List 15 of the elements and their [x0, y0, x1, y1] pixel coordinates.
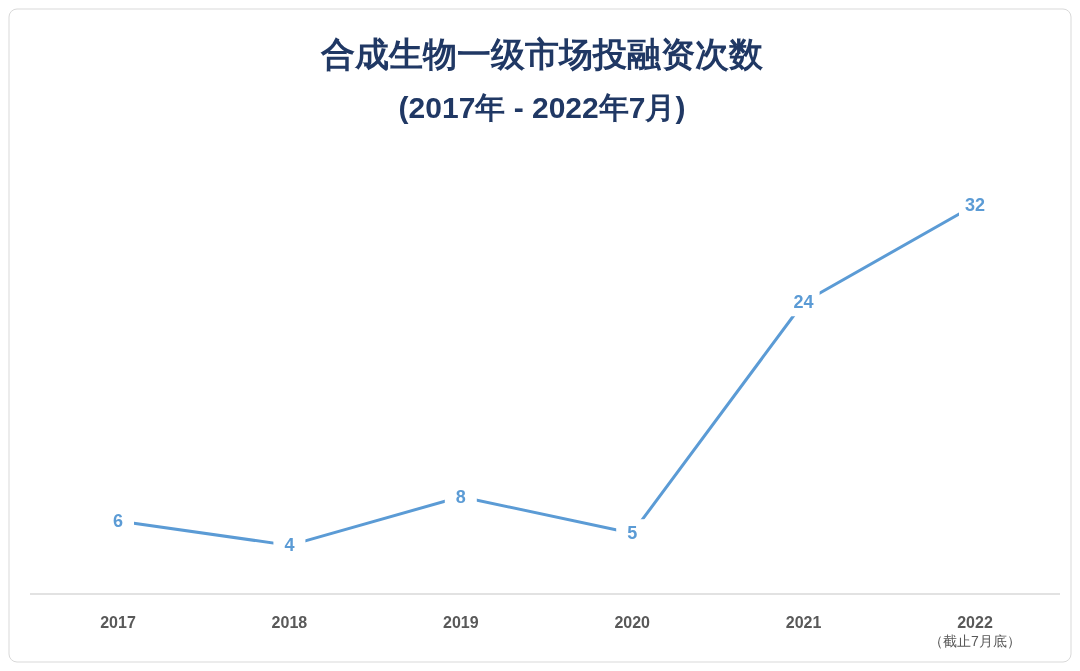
x-tick-label: 2021 [785, 614, 822, 631]
text: （截止7月底） [929, 633, 1021, 649]
data-label: 8 [455, 486, 466, 507]
data-label: 24 [793, 292, 814, 313]
chart-title: 合成生物一级市场投融资次数 [320, 35, 764, 73]
x-tick-label: 2019 [443, 614, 479, 631]
x-tick-label: 2017 [100, 614, 136, 631]
data-label: 4 [284, 535, 295, 556]
x-tick-label: 2022 [957, 614, 993, 631]
chart-subtitle: (2017年 - 2022年7月) [398, 91, 686, 124]
data-label: 32 [964, 195, 986, 215]
data-label: 6 [112, 511, 124, 532]
data-label: 5 [627, 523, 638, 544]
x-tick-label: 2020 [614, 614, 651, 631]
x-tick-label: 2018 [271, 614, 308, 631]
